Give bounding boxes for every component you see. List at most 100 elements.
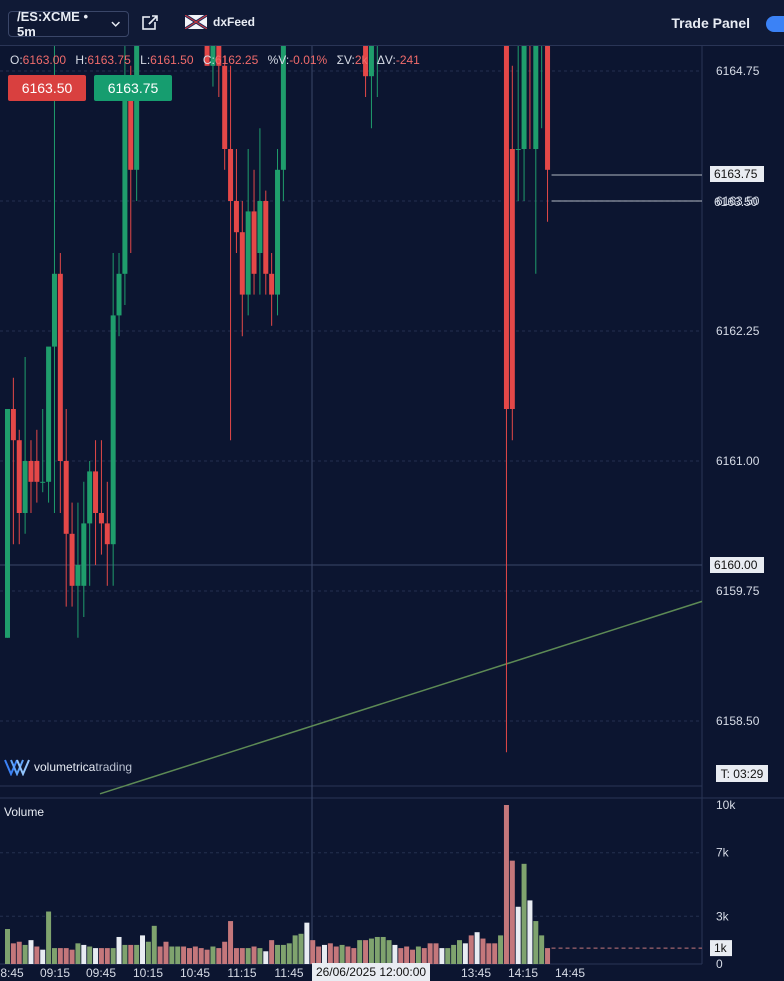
candle-body [40,481,46,483]
volume-bar [198,948,204,964]
volume-bar [128,944,134,964]
candle-body [257,201,263,253]
candle-body [28,461,34,482]
close-key: C: [202,53,215,67]
volume-bar [46,911,52,964]
price-chart[interactable]: 6171.006169.756168.506167.256166.006164.… [0,46,784,981]
x-tick-label: 8:45 [0,966,24,980]
candle-body [87,471,93,524]
candle-body [269,273,275,295]
volume-bar [345,946,351,964]
y-tick-label: 6159.75 [716,584,760,598]
volume-bar [280,944,286,964]
volume-bar [492,943,498,964]
candle-body [16,440,22,513]
volume-bar [527,900,533,964]
volume-bar [363,940,369,964]
pct-key: %V: [267,53,290,67]
volume-bar [75,943,81,964]
candle-body [210,46,216,66]
volume-bar [10,943,16,964]
candle-body [128,97,134,170]
volume-bars [5,805,551,964]
volume-bar [69,949,75,964]
delta-volume-key: ΔV: [376,53,396,67]
volume-tick-label: 0 [716,957,723,971]
symbol-selector-button[interactable]: /ES:XCME • 5m [8,9,129,39]
volume-bar [22,944,28,964]
volume-bar [368,938,374,964]
y-tick-label: 6163.50 [716,194,760,208]
candle-body [116,273,122,316]
x-tick-label: 10:15 [133,966,163,980]
sell-bid-button[interactable]: 6163.50 [8,75,86,101]
volume-bar [110,948,116,964]
volume-bar [351,948,357,964]
volume-bar [327,943,333,964]
pct-value: -0.01% [289,53,328,67]
volume-bar [228,921,234,964]
volume-bar [5,929,10,964]
low-key: L: [140,53,151,67]
axes: 6171.006169.756168.506167.256166.006164.… [0,64,764,980]
candle-body [368,46,374,77]
volume-bar [380,936,386,964]
volume-bar [339,944,345,964]
volume-bar [310,940,316,964]
chevron-down-icon [111,21,120,27]
candle-body [545,46,551,170]
buy-ask-button[interactable]: 6163.75 [94,75,172,101]
volume-bar [63,948,69,964]
volume-bar [427,943,433,964]
volume-bar [421,948,427,964]
volume-bar [468,935,474,964]
delta-volume-value: -241 [395,53,420,67]
volume-bar [392,944,398,964]
candle-body [245,211,251,295]
volume-bar [216,948,222,964]
volume-bar [239,948,245,964]
candle-body [263,201,269,274]
volume-bar [233,948,239,964]
volume-bar [292,935,298,964]
candle-body [57,273,63,461]
volume-bar [415,946,421,964]
candle-body [34,461,40,482]
candle-body [63,461,69,534]
volumetrica-logo-icon [4,759,30,776]
volume-bar [386,940,392,964]
volume-bar [151,925,157,964]
volume-bar [51,948,57,964]
volume-bar [34,946,40,964]
volume-bar [245,948,251,964]
volume-bar [503,805,509,964]
volume-bar [163,941,169,964]
candle-body [515,149,521,150]
trade-panel-toggle[interactable] [766,16,784,32]
grid-lines [0,46,784,965]
crosshair-date-label: 26/06/2025 12:00:00 [312,963,430,981]
volume-bar [480,938,486,964]
volume-bar [175,946,181,964]
sum-volume-key: ΣV: [336,53,355,67]
volume-bar [122,944,128,964]
volume-bar [374,936,380,964]
volume-pane-title: Volume [4,805,45,819]
symbol-label: /ES:XCME • 5m [17,9,89,39]
volume-bar [16,941,22,964]
candle-body [275,169,281,295]
trendline[interactable] [99,600,703,795]
volume-bar [298,933,304,964]
volume-bar [251,946,257,964]
x-tick-label: 11:15 [227,966,256,980]
volume-tick-label: 10k [716,798,736,812]
volume-bar [286,943,292,964]
volume-bar [357,940,363,964]
volume-bar [210,946,216,964]
volume-bar [192,946,198,964]
volume-bar [222,941,228,964]
volume-bar [28,940,34,964]
volume-bar [521,863,527,964]
external-link-icon[interactable] [141,14,159,32]
candle-body [521,46,527,149]
